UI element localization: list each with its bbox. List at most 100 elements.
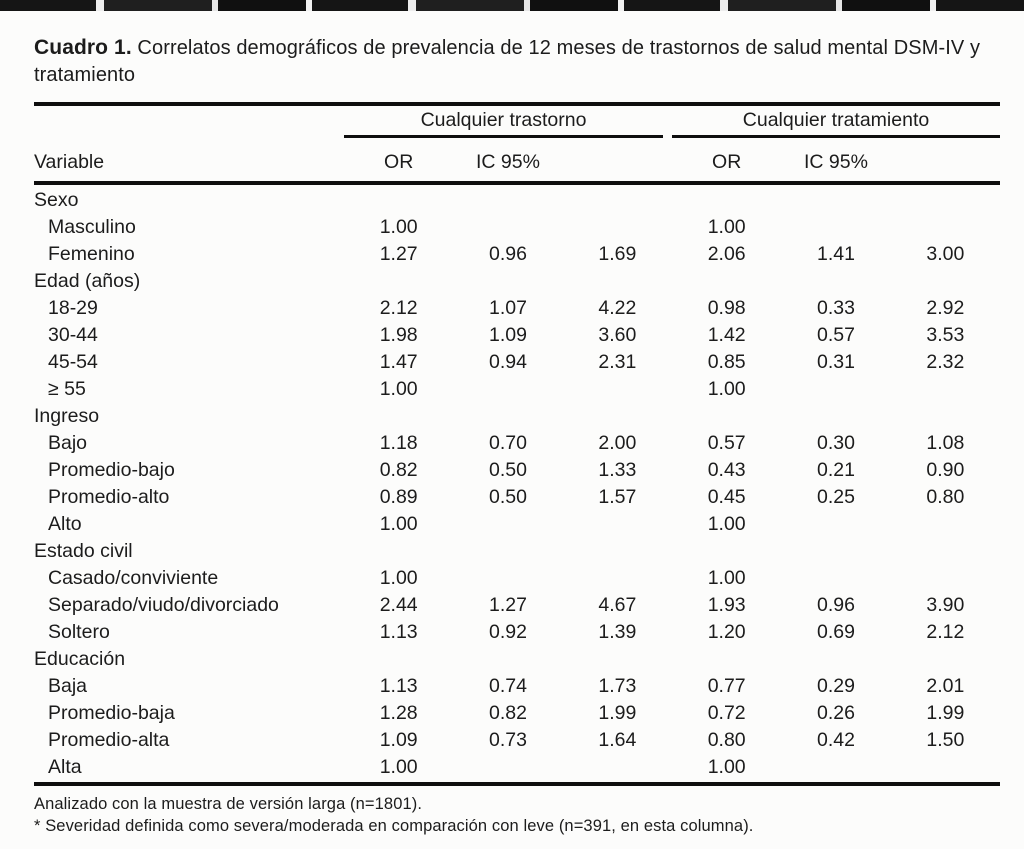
value-cell: 0.80 [707, 729, 746, 751]
value-cell: 0.26 [817, 702, 855, 724]
value-cell: 1.18 [379, 432, 418, 454]
value-cell: 2.12 [926, 621, 965, 643]
scan-artifact-band [0, 0, 1024, 11]
value-cell: 1.08 [926, 432, 965, 454]
value-cell: 1.93 [707, 594, 746, 616]
table-group-row: Ingreso [34, 403, 1000, 430]
table-row: Soltero 1.13 0.92 1.39 1.20 0.69 2.12 [34, 619, 1000, 646]
table-title-text: Correlatos demográficos de prevalencia d… [34, 37, 981, 86]
row-label: Estado civil [34, 540, 133, 562]
value-cell: 0.31 [817, 351, 855, 373]
value-cell: 0.57 [707, 432, 746, 454]
value-cell: 1.64 [598, 729, 637, 751]
value-cell: 1.33 [598, 459, 637, 481]
table-row: 30-44 1.98 1.09 3.60 1.42 0.57 3.53 [34, 322, 1000, 349]
row-label: Promedio-baja [48, 702, 175, 724]
value-cell: 0.69 [817, 621, 855, 643]
ci-header-treatment: IC 95% [804, 151, 868, 173]
value-cell: 1.00 [379, 513, 418, 535]
value-cell: 0.94 [489, 351, 527, 373]
row-label: ≥ 55 [48, 378, 86, 400]
value-cell: 2.92 [926, 297, 965, 319]
value-cell: 1.42 [707, 324, 746, 346]
value-cell: 2.06 [707, 243, 746, 265]
value-cell: 1.00 [707, 567, 746, 589]
row-label: Masculino [48, 216, 136, 238]
footnote-severity: * Severidad definida como severa/moderad… [34, 816, 754, 835]
value-cell: 0.70 [489, 432, 527, 454]
table-row: Bajo 1.18 0.70 2.00 0.57 0.30 1.08 [34, 430, 1000, 457]
value-cell: 0.96 [489, 243, 527, 265]
value-cell: 0.72 [707, 702, 746, 724]
value-cell: 1.00 [707, 216, 746, 238]
table-row: Casado/conviviente 1.00 1.00 [34, 565, 1000, 592]
table-row: 45-54 1.47 0.94 2.31 0.85 0.31 2.32 [34, 349, 1000, 376]
value-cell: 0.74 [489, 675, 527, 697]
spanner-spacer [34, 106, 344, 138]
row-label: Separado/viudo/divorciado [48, 594, 279, 616]
variable-column-header: Variable [34, 151, 105, 173]
value-cell: 2.01 [926, 675, 965, 697]
table-group-row: Edad (años) [34, 268, 1000, 295]
table-title: Cuadro 1. Correlatos demográficos de pre… [34, 34, 1000, 89]
value-cell: 1.09 [379, 729, 418, 751]
column-group-any-disorder: Cualquier trastorno [344, 106, 663, 138]
value-cell: 1.13 [379, 621, 418, 643]
or-header-treatment: OR [712, 151, 742, 173]
row-label: Casado/conviviente [48, 567, 219, 589]
value-cell: 0.50 [489, 486, 527, 508]
row-label: 45-54 [48, 351, 98, 373]
table-group-row: Educación [34, 646, 1000, 673]
row-label: Ingreso [34, 405, 100, 427]
value-cell: 0.90 [926, 459, 965, 481]
value-cell: 1.98 [379, 324, 418, 346]
column-header-row: Variable OR IC 95% OR IC 95% [34, 138, 1000, 181]
row-label: Edad (años) [34, 270, 141, 292]
value-cell: 2.31 [598, 351, 637, 373]
value-cell: 2.32 [926, 351, 965, 373]
row-label: Soltero [48, 621, 110, 643]
table-row: Alto 1.00 1.00 [34, 511, 1000, 538]
ci-header-disorder: IC 95% [476, 151, 540, 173]
or-header-disorder: OR [384, 151, 414, 173]
footnote-sample: Analizado con la muestra de versión larg… [34, 795, 423, 813]
value-cell: 1.00 [379, 756, 418, 778]
row-label: Educación [34, 648, 126, 670]
row-label: Promedio-alto [48, 486, 170, 508]
value-cell: 1.00 [379, 216, 418, 238]
value-cell: 1.39 [598, 621, 637, 643]
value-cell: 1.57 [598, 486, 637, 508]
value-cell: 3.00 [926, 243, 965, 265]
row-label: Sexo [34, 189, 79, 211]
value-cell: 0.21 [817, 459, 855, 481]
table-top-rule [34, 102, 1000, 106]
value-cell: 0.82 [379, 459, 418, 481]
value-cell: 1.00 [707, 756, 746, 778]
table-group-row: Sexo [34, 187, 1000, 214]
value-cell: 4.67 [598, 594, 637, 616]
value-cell: 1.50 [926, 729, 965, 751]
value-cell: 2.00 [598, 432, 637, 454]
table-body: Sexo Masculino 1.00 1.00 Femenino 1.27 0.96 1.6… [34, 185, 1000, 782]
value-cell: 0.43 [707, 459, 746, 481]
value-cell: 2.44 [379, 594, 418, 616]
value-cell: 3.60 [598, 324, 637, 346]
table-title-number: Cuadro 1. [34, 36, 132, 59]
value-cell: 3.53 [926, 324, 965, 346]
row-label: Promedio-alta [48, 729, 170, 751]
value-cell: 0.29 [817, 675, 855, 697]
value-cell: 0.73 [489, 729, 527, 751]
table-row: Promedio-alta 1.09 0.73 1.64 0.80 0.42 1.50 [34, 727, 1000, 754]
table-row: Masculino 1.00 1.00 [34, 214, 1000, 241]
table-row: Alta 1.00 1.00 [34, 754, 1000, 781]
table-row: Baja 1.13 0.74 1.73 0.77 0.29 2.01 [34, 673, 1000, 700]
row-label: 30-44 [48, 324, 98, 346]
header-bottom-rule [34, 181, 1000, 185]
value-cell: 1.69 [598, 243, 637, 265]
row-label: Femenino [48, 243, 135, 265]
value-cell: 1.28 [379, 702, 418, 724]
value-cell: 3.90 [926, 594, 965, 616]
value-cell: 0.89 [379, 486, 418, 508]
row-label: Promedio-bajo [48, 459, 175, 481]
